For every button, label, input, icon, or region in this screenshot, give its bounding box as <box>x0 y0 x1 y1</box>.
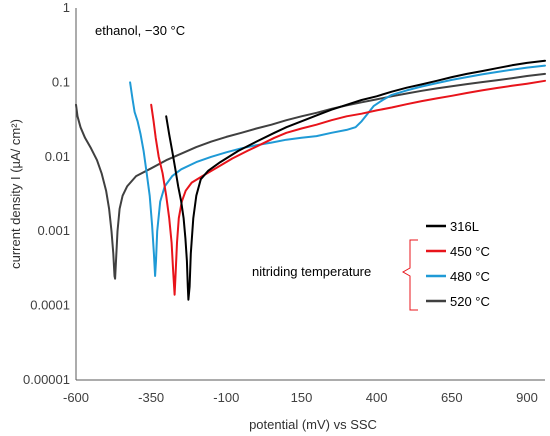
legend-bracket <box>401 239 418 311</box>
x-tick-label: -350 <box>138 390 164 405</box>
y-tick-label: 0.0001 <box>30 298 70 313</box>
x-tick-label: 150 <box>291 390 313 405</box>
y-axis-label: current density I (µA/ cm²) <box>8 119 23 269</box>
legend-label-2: 480 °C <box>450 269 490 284</box>
x-tick-label: 400 <box>366 390 388 405</box>
y-tick-label: 0.001 <box>37 223 70 238</box>
y-tick-label: 0.1 <box>52 74 70 89</box>
x-tick-label: -600 <box>63 390 89 405</box>
group-annotation: nitriding temperature <box>252 264 371 279</box>
x-tick-label: 650 <box>441 390 463 405</box>
y-tick-label: 0.01 <box>45 149 70 164</box>
x-tick-label: -100 <box>213 390 239 405</box>
y-tick-label: 0.00001 <box>23 372 70 387</box>
axes <box>75 8 545 381</box>
legend-label-1: 450 °C <box>450 244 490 259</box>
tick-labels: 0.00001 0.0001 0.001 0.01 0.1 1 -600 -350 -100 15… <box>23 0 538 405</box>
series-line-0 <box>165 59 546 301</box>
y-tick-label: 1 <box>63 0 70 15</box>
legend-label-0: 316L <box>450 219 479 234</box>
x-tick-label: 900 <box>516 390 538 405</box>
series-line-3 <box>75 72 546 280</box>
legend-label-3: 520 °C <box>450 294 490 309</box>
condition-annotation: ethanol, −30 °C <box>95 23 185 38</box>
series-layer <box>75 59 546 301</box>
legend: 316L 450 °C 480 °C 520 °C <box>426 219 490 309</box>
x-axis-label: potential (mV) vs SSC <box>249 417 377 432</box>
series-line-1 <box>150 79 546 296</box>
